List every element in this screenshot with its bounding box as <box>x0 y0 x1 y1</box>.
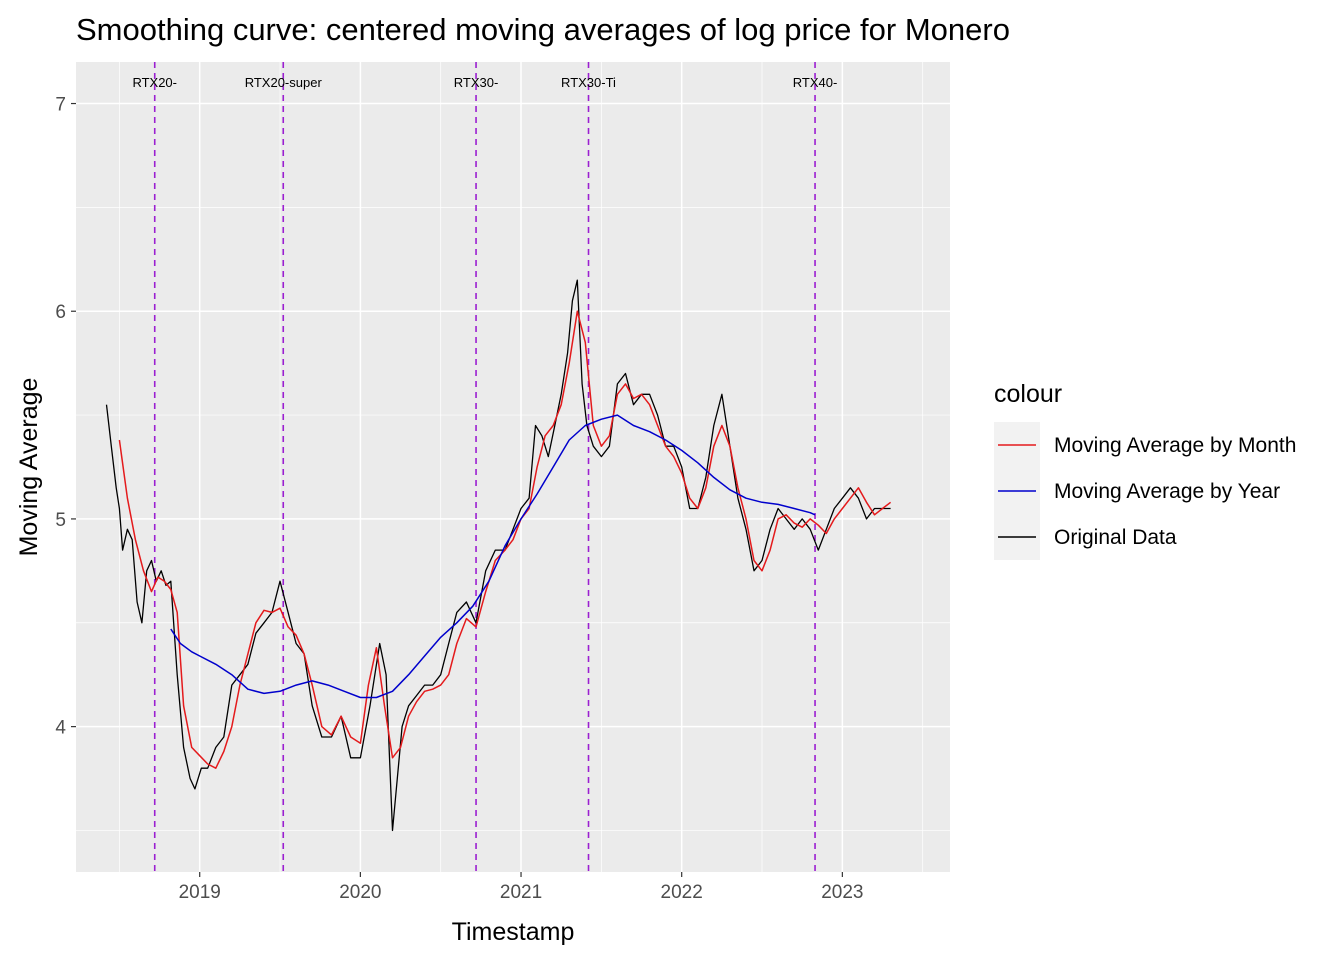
event-label: RTX40- <box>793 75 838 90</box>
x-tick-label: 2022 <box>661 882 703 903</box>
x-tick-label: 2020 <box>339 882 381 903</box>
axis-layer: 2019 2020 2021 2022 2023 4 5 6 7 <box>55 95 863 903</box>
event-label: RTX30-Ti <box>561 75 616 90</box>
event-label: RTX30- <box>454 75 499 90</box>
y-axis-title: Moving Average <box>15 378 43 557</box>
x-tick-label: 2021 <box>500 882 542 903</box>
legend-label-1: Moving Average by Year <box>1054 480 1280 503</box>
legend-title: colour <box>994 380 1062 408</box>
event-label: RTX20-super <box>245 75 323 90</box>
x-axis-title: Timestamp <box>452 918 575 946</box>
legend-label-2: Original Data <box>1054 526 1177 549</box>
y-tick-label: 4 <box>55 718 66 739</box>
legend-label-0: Moving Average by Month <box>1054 434 1296 457</box>
series-line-original-data <box>105 279 891 832</box>
event-layer: RTX20- RTX20-super RTX30- RTX30-Ti RTX40- <box>132 62 837 872</box>
chart-title: Smoothing curve: centered moving average… <box>76 12 1010 47</box>
y-tick-label: 5 <box>55 510 66 531</box>
y-tick-label: 6 <box>55 302 66 323</box>
y-tick-label: 7 <box>55 95 66 116</box>
event-label: RTX20- <box>132 75 177 90</box>
series-line-moving-average-by-year <box>170 414 816 699</box>
plot-panel <box>76 62 950 872</box>
x-tick-label: 2019 <box>179 882 221 903</box>
x-tick-label: 2023 <box>821 882 863 903</box>
legend: colour Moving Average by Month Moving Av… <box>994 380 1296 560</box>
series-layer <box>105 279 892 832</box>
series-line-moving-average-by-month <box>118 310 892 769</box>
